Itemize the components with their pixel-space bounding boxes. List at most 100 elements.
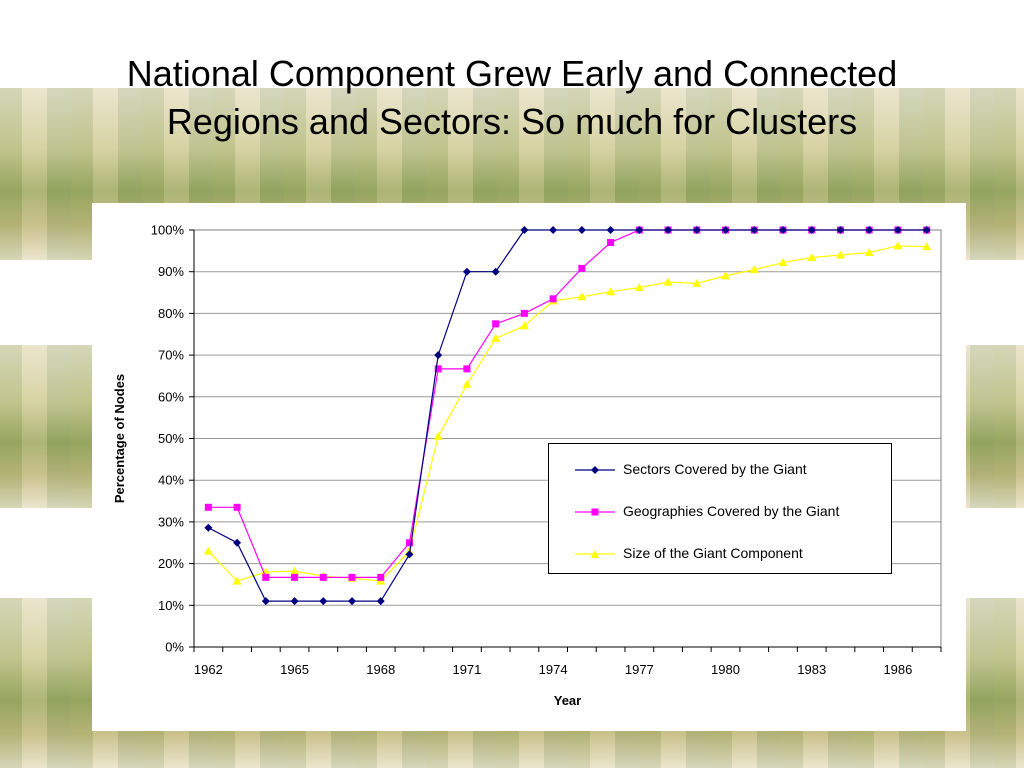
- data-point: [721, 271, 731, 280]
- x-axis-title: Year: [554, 693, 581, 708]
- data-point: [893, 226, 902, 234]
- data-point: [348, 573, 356, 581]
- data-point: [376, 597, 385, 606]
- data-point: [290, 566, 300, 575]
- data-point: [519, 321, 529, 330]
- x-tick-label: 1983: [797, 662, 826, 677]
- data-point: [348, 597, 357, 606]
- data-point: [462, 379, 472, 388]
- data-point: [922, 226, 931, 234]
- x-tick-label: 1962: [194, 662, 223, 677]
- data-point: [434, 365, 442, 373]
- data-point: [204, 523, 213, 532]
- x-tick-label: 1971: [452, 662, 481, 677]
- data-point: [405, 550, 414, 559]
- data-point: [749, 265, 759, 274]
- y-tick-label: 40%: [158, 473, 184, 488]
- axes: 0% 10% 20% 30% 40% 50% 60% 70% 80% 90% 100% 1962 196…: [151, 223, 942, 677]
- data-point: [405, 539, 413, 547]
- x-tick-label: 1974: [539, 662, 568, 677]
- y-tick-label: 100%: [151, 223, 185, 238]
- series-2: [203, 241, 932, 585]
- data-point: [922, 242, 932, 251]
- data-point: [864, 248, 874, 257]
- y-tick-label: 50%: [158, 431, 184, 446]
- legend-swatch-sectors: [575, 466, 615, 474]
- y-tick-label: 10%: [158, 598, 184, 613]
- y-tick-label: 0%: [165, 640, 184, 655]
- y-tick-label: 60%: [158, 389, 184, 404]
- data-point: [463, 365, 471, 373]
- data-point: [836, 226, 845, 234]
- x-tick-label: 1965: [280, 662, 309, 677]
- legend-swatch-geographies: [575, 508, 615, 516]
- data-point: [291, 573, 299, 581]
- chart-panel: 0% 10% 20% 30% 40% 50% 60% 70% 80% 90% 100% 1962 196…: [92, 203, 966, 731]
- data-point: [377, 573, 385, 581]
- data-point: [520, 309, 528, 317]
- data-point: [520, 226, 529, 234]
- y-tick-label: 90%: [158, 264, 184, 279]
- data-point: [606, 287, 616, 296]
- data-point: [692, 226, 701, 234]
- series-line: [207, 245, 927, 582]
- data-point: [290, 597, 299, 606]
- series-layer: [203, 226, 932, 606]
- data-point: [807, 226, 816, 234]
- data-point: [635, 226, 644, 234]
- data-point: [607, 239, 615, 247]
- data-point: [549, 226, 558, 234]
- data-point: [807, 253, 817, 262]
- data-point: [204, 503, 212, 511]
- data-point: [491, 333, 501, 342]
- data-point: [233, 503, 241, 511]
- y-axis-title: Percentage of Nodes: [112, 374, 127, 503]
- x-tick-label: 1986: [883, 662, 912, 677]
- data-point: [319, 597, 328, 606]
- data-point: [492, 320, 500, 328]
- y-tick-label: 30%: [158, 514, 184, 529]
- legend-item-geographies: Geographies Covered by the Giant: [549, 502, 893, 522]
- data-point: [721, 226, 730, 234]
- data-point: [663, 277, 673, 286]
- legend-label-sectors: Sectors Covered by the Giant: [623, 461, 807, 477]
- data-point: [778, 258, 788, 267]
- data-point: [261, 597, 270, 606]
- data-point: [549, 295, 557, 303]
- legend-label-giant-size: Size of the Giant Component: [623, 545, 803, 561]
- data-point: [232, 576, 242, 585]
- legend: Sectors Covered by the Giant Geographies…: [548, 443, 892, 574]
- data-point: [577, 292, 587, 301]
- series-line: [208, 229, 927, 602]
- data-point: [262, 573, 270, 581]
- data-point: [634, 283, 644, 292]
- data-point: [606, 226, 615, 234]
- y-tick-label: 80%: [158, 306, 184, 321]
- data-point: [433, 431, 443, 440]
- data-point: [893, 241, 903, 250]
- data-point: [578, 264, 586, 272]
- data-point: [835, 250, 845, 259]
- x-tick-label: 1977: [625, 662, 654, 677]
- series-0: [204, 226, 931, 606]
- data-point: [692, 278, 702, 287]
- x-tick-label: 1980: [711, 662, 740, 677]
- y-tick-label: 70%: [158, 348, 184, 363]
- legend-item-sectors: Sectors Covered by the Giant: [549, 460, 893, 480]
- data-point: [865, 226, 874, 234]
- slide-title-line-2: Regions and Sectors: So much for Cluster…: [166, 101, 858, 142]
- data-point: [233, 538, 242, 547]
- legend-swatch-giant-size: [575, 550, 615, 558]
- data-point: [203, 546, 213, 555]
- y-tick-label: 20%: [158, 556, 184, 571]
- data-point: [434, 351, 443, 360]
- legend-item-giant-size: Size of the Giant Component: [549, 544, 893, 564]
- slide-title-line-1: National Component Grew Early and Connec…: [126, 53, 898, 94]
- data-point: [577, 226, 586, 234]
- legend-label-geographies: Geographies Covered by the Giant: [623, 503, 840, 519]
- slide-title: National Component Grew Early and Connec…: [0, 50, 1024, 146]
- data-point: [319, 573, 327, 581]
- x-tick-label: 1968: [366, 662, 395, 677]
- data-point: [750, 226, 759, 234]
